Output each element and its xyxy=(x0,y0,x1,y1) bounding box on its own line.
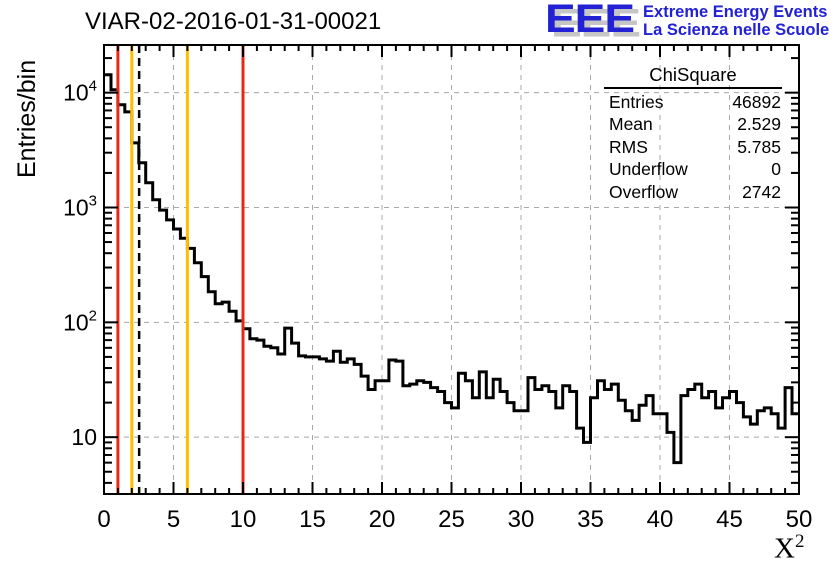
stats-row-mean: Mean 2.529 xyxy=(600,113,784,135)
stat-label: Mean xyxy=(609,114,653,135)
stat-label: Entries xyxy=(609,92,664,112)
stat-value: 0 xyxy=(771,159,781,180)
stats-row-underflow: Underflow 0 xyxy=(600,158,784,180)
x-tick-label: 35 xyxy=(577,506,604,533)
x-tick-labels: 0 5 10 15 20 25 30 35 40 45 50 xyxy=(97,506,812,533)
eee-logo-line1: Extreme Energy Events xyxy=(643,2,828,21)
x-axis-title-exponent: 2 xyxy=(794,531,805,552)
x-tick-label: 50 xyxy=(786,506,813,533)
x-tick-label: 45 xyxy=(716,506,743,533)
axis-ticks xyxy=(103,45,800,494)
stats-row-rms: RMS 5.785 xyxy=(600,136,784,158)
y-tick-label: 104 xyxy=(63,78,97,106)
stat-label: Underflow xyxy=(609,159,688,180)
y-tick-labels: 10 102 103 104 xyxy=(63,78,97,451)
eee-logo-line2: La Scienza nelle Scuole xyxy=(643,21,830,39)
histogram-line xyxy=(104,73,799,465)
stat-label: Overflow xyxy=(609,181,679,202)
x-tick-label: 0 xyxy=(97,506,110,533)
plot-title: VIAR-02-2016-01-31-00021 xyxy=(85,8,382,35)
x-tick-label: 15 xyxy=(299,506,326,533)
stats-box: ChiSquare Entries 46892 Mean 2.529 RMS 5… xyxy=(600,64,784,203)
y-tick-label: 103 xyxy=(63,192,97,220)
x-axis-title: X2 xyxy=(774,531,804,566)
x-axis-title-base: X xyxy=(774,532,795,565)
stat-value: 2.529 xyxy=(737,114,781,135)
stats-box-title: ChiSquare xyxy=(604,64,782,89)
eee-logo-acronym: EEE xyxy=(545,0,635,41)
x-tick-label: 30 xyxy=(508,506,535,533)
stat-value: 46892 xyxy=(732,92,781,112)
y-tick-label: 102 xyxy=(63,307,97,335)
x-tick-label: 10 xyxy=(230,506,257,533)
x-tick-label: 20 xyxy=(369,506,396,533)
stat-value: 5.785 xyxy=(737,136,781,157)
x-tick-label: 5 xyxy=(167,506,180,533)
eee-logo-text: Extreme Energy Events La Scienza nelle S… xyxy=(643,3,829,40)
y-tick-label: 10 xyxy=(71,424,97,450)
stat-label: RMS xyxy=(609,136,648,157)
stats-row-entries: Entries 46892 xyxy=(600,91,784,113)
stats-row-overflow: Overflow 2742 xyxy=(600,181,784,203)
eee-logo: EEE Extreme Energy Events La Scienza nel… xyxy=(545,0,829,41)
x-tick-label: 40 xyxy=(647,506,674,533)
stat-value: 2742 xyxy=(742,181,781,202)
x-tick-label: 25 xyxy=(438,506,465,533)
